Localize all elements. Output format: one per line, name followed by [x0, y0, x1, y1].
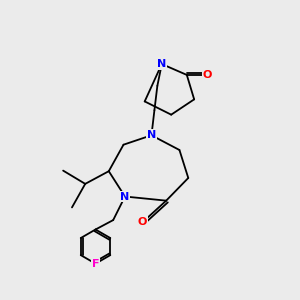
Text: O: O — [203, 70, 212, 80]
Text: O: O — [138, 217, 147, 227]
Text: O: O — [203, 70, 212, 80]
Text: N: N — [147, 130, 156, 140]
Text: F: F — [92, 259, 99, 269]
Text: N: N — [120, 191, 130, 202]
Text: F: F — [92, 259, 99, 269]
Text: N: N — [157, 59, 167, 69]
Text: N: N — [157, 59, 167, 69]
Text: N: N — [120, 191, 130, 202]
Text: O: O — [138, 217, 147, 227]
Text: N: N — [147, 130, 156, 140]
